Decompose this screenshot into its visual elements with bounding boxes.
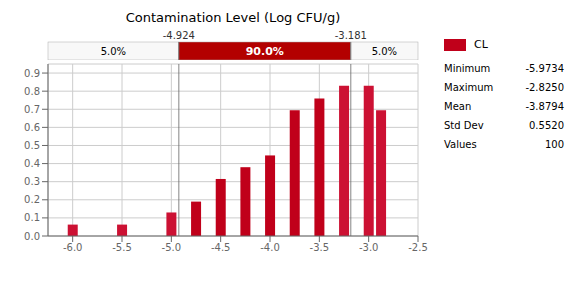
svg-text:0.5: 0.5 xyxy=(24,140,40,151)
html-text:CL: CL xyxy=(474,38,488,51)
html-text:0.5520: 0.5520 xyxy=(529,120,564,131)
svg-text:5.0%: 5.0% xyxy=(101,46,126,57)
svg-text:-3.0: -3.0 xyxy=(359,242,379,253)
html-text:Mean: Mean xyxy=(444,101,472,112)
html-text:Std Dev: Std Dev xyxy=(444,120,484,131)
html-text:-2.8250: -2.8250 xyxy=(525,82,564,93)
svg-text:-4.924: -4.924 xyxy=(163,30,195,41)
svg-text:0.7: 0.7 xyxy=(24,104,40,115)
svg-text:-4.0: -4.0 xyxy=(260,242,280,253)
html-text:Values: Values xyxy=(444,139,477,150)
svg-text:0.8: 0.8 xyxy=(24,86,40,97)
svg-text:-5.5: -5.5 xyxy=(112,242,132,253)
svg-text:-3.181: -3.181 xyxy=(335,30,367,41)
html-text:Contamination Level (Log CFU/g: Contamination Level (Log CFU/g) xyxy=(125,10,341,25)
svg-text:-3.5: -3.5 xyxy=(310,242,330,253)
html-text:Maximum: Maximum xyxy=(444,82,494,93)
svg-text:-6.0: -6.0 xyxy=(63,242,83,253)
svg-text:0.1: 0.1 xyxy=(24,212,40,223)
html-text:-5.9734: -5.9734 xyxy=(525,63,564,74)
svg-text:0.9: 0.9 xyxy=(24,68,40,79)
svg-text:90.0%: 90.0% xyxy=(246,45,284,58)
svg-text:5.0%: 5.0% xyxy=(372,46,397,57)
svg-text:0.2: 0.2 xyxy=(24,194,40,205)
svg-text:-4.5: -4.5 xyxy=(211,242,231,253)
svg-text:0.0: 0.0 xyxy=(24,231,40,242)
svg-text:0.4: 0.4 xyxy=(24,158,40,169)
html-text:100: 100 xyxy=(544,139,564,150)
html-text:-3.8794: -3.8794 xyxy=(525,101,564,112)
svg-text:0.6: 0.6 xyxy=(24,122,40,133)
html-text:Minimum: Minimum xyxy=(444,63,491,74)
svg-text:-5.0: -5.0 xyxy=(162,242,182,253)
svg-text:-2.5: -2.5 xyxy=(408,242,428,253)
svg-text:0.3: 0.3 xyxy=(24,176,40,187)
